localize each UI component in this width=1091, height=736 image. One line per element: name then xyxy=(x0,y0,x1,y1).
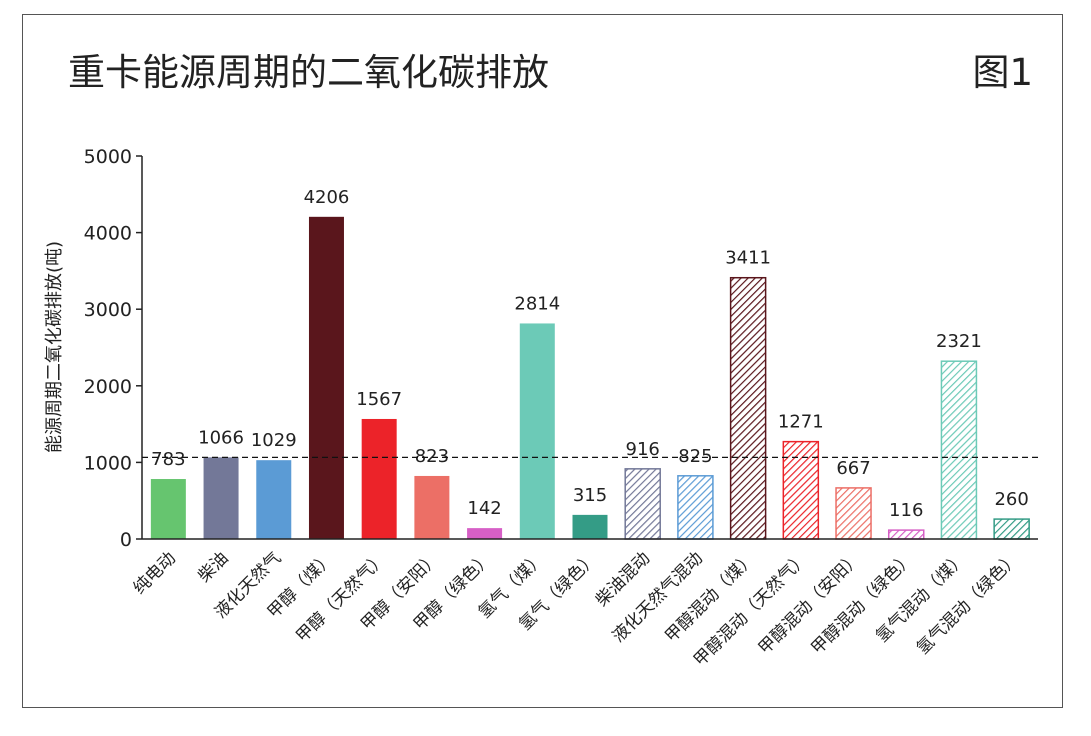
x-tick-label: 柴油 xyxy=(194,548,232,586)
value-label: 142 xyxy=(467,498,501,519)
value-label: 1029 xyxy=(251,430,297,451)
bar xyxy=(624,468,661,540)
bar xyxy=(887,529,925,540)
bar xyxy=(782,440,820,540)
bar xyxy=(835,487,872,540)
value-label: 2814 xyxy=(514,293,560,314)
x-tick-label: 纯电动 xyxy=(130,548,180,598)
value-label: 783 xyxy=(151,449,185,470)
value-labels: 783 1066 1029 4206 1567 823 142 2814 315 916 825 34… xyxy=(151,187,1029,521)
bar xyxy=(203,457,239,539)
bar xyxy=(572,514,608,539)
bar xyxy=(519,323,555,539)
bar xyxy=(256,460,292,539)
y-tick-label: 0 xyxy=(120,529,132,551)
value-label: 1567 xyxy=(356,389,402,410)
bar xyxy=(940,360,978,540)
bar xyxy=(729,276,767,540)
x-tick-label: 甲醇（天然气） xyxy=(292,548,390,646)
figure-label: 图1 xyxy=(972,51,1033,94)
x-tick-label: 甲醇混动（煤） xyxy=(661,548,759,646)
y-axis-label: 能源周期二氧化碳排放(吨) xyxy=(44,241,65,453)
bar xyxy=(467,528,503,539)
y-tick-label: 5000 xyxy=(84,146,132,168)
y-tick-label: 4000 xyxy=(84,223,132,245)
value-label: 1066 xyxy=(198,427,244,448)
bar xyxy=(993,518,1030,540)
bar xyxy=(414,475,450,539)
bars xyxy=(150,216,1030,540)
bar xyxy=(308,216,344,539)
value-label: 916 xyxy=(626,439,660,460)
value-label: 2321 xyxy=(936,331,982,352)
y-axis: 0 1000 2000 3000 4000 5000 xyxy=(84,146,143,551)
y-tick-label: 3000 xyxy=(84,299,132,321)
bar xyxy=(677,475,714,540)
chart-title: 重卡能源周期的二氧化碳排放 xyxy=(68,51,549,94)
value-label: 667 xyxy=(836,458,870,479)
value-label: 4206 xyxy=(304,187,350,208)
bar xyxy=(361,418,397,539)
bar xyxy=(150,479,186,539)
value-label: 1271 xyxy=(778,412,824,433)
x-tick-label: 氢气混动（煤） xyxy=(872,548,970,646)
value-label: 823 xyxy=(415,446,449,467)
x-tick-labels: 纯电动 柴油液化天然气甲醇（煤）甲醇（天然气）甲醇（安阳）甲醇（绿色）氢气（煤）氢… xyxy=(130,548,1023,670)
y-tick-label: 2000 xyxy=(84,376,132,398)
value-label: 116 xyxy=(889,500,923,521)
x-tick-label: 液化天然气混动 xyxy=(609,548,707,646)
value-label: 3411 xyxy=(725,248,771,269)
value-label: 315 xyxy=(573,485,607,506)
value-label: 260 xyxy=(994,489,1028,510)
y-tick-label: 1000 xyxy=(84,452,132,474)
value-label: 825 xyxy=(678,446,712,467)
